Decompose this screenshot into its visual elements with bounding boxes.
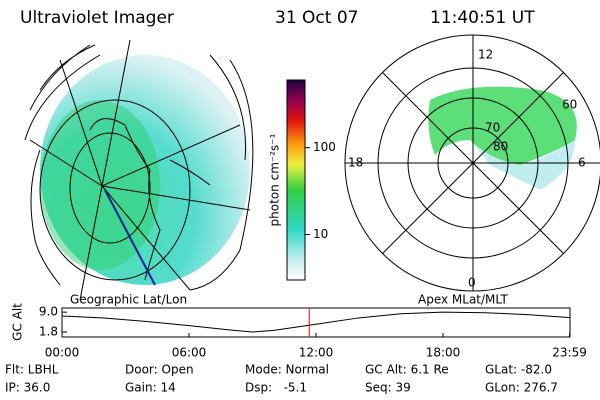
date: 31 Oct 07 xyxy=(275,8,358,28)
mlt-label: 6 xyxy=(578,156,586,170)
status-field: GC Alt: 6.1 Re xyxy=(365,363,449,377)
status-field: IP: 36.0 xyxy=(5,381,50,395)
polar-plot: 12 18 6 0 80 70 60 xyxy=(344,34,600,292)
x-tick-label: 18:00 xyxy=(426,346,461,360)
panel-label: Geographic Lat/Lon xyxy=(70,293,187,307)
colorbar xyxy=(286,79,306,281)
status-field: Door: Open xyxy=(125,363,194,377)
status-field: Seq: 39 xyxy=(365,381,411,395)
status-field: Flt: LBHL xyxy=(5,363,59,377)
mlt-label: 18 xyxy=(348,156,363,170)
title: Ultraviolet Imager xyxy=(20,8,174,28)
y-tick-label: 1.8 xyxy=(39,325,58,339)
status-field: Mode: Normal xyxy=(245,363,329,377)
altitude-line xyxy=(61,311,571,333)
y-axis-label: GC Alt xyxy=(11,303,25,341)
status-field: Gain: 14 xyxy=(125,381,176,395)
time: 11:40:51 UT xyxy=(430,8,535,28)
colorbar-tick-label: 10 xyxy=(313,227,328,241)
x-tick-label: 06:00 xyxy=(172,346,207,360)
mlt-label: 12 xyxy=(478,48,493,62)
status-field: Dsp: -5.1 xyxy=(245,381,307,395)
altitude-plot xyxy=(61,307,571,338)
mlt-label: 0 xyxy=(468,276,476,290)
y-tick-label: 9.0 xyxy=(39,305,58,319)
lat-label: 80 xyxy=(493,140,508,154)
panel-label: Apex MLat/MLT xyxy=(418,293,508,307)
lat-label: 70 xyxy=(485,121,500,135)
x-tick-label: 00:00 xyxy=(45,346,80,360)
status-field: GLat: -82.0 xyxy=(485,363,552,377)
status-field: GLon: 276.7 xyxy=(485,381,558,395)
x-tick-label: 12:00 xyxy=(299,346,334,360)
colorbar-tick-label: 100 xyxy=(313,140,336,154)
lat-label: 60 xyxy=(562,98,577,112)
colorbar-label: photon cm⁻²s⁻¹ xyxy=(268,133,282,226)
geo-map xyxy=(24,39,254,301)
x-tick-label: 23:59 xyxy=(552,346,587,360)
